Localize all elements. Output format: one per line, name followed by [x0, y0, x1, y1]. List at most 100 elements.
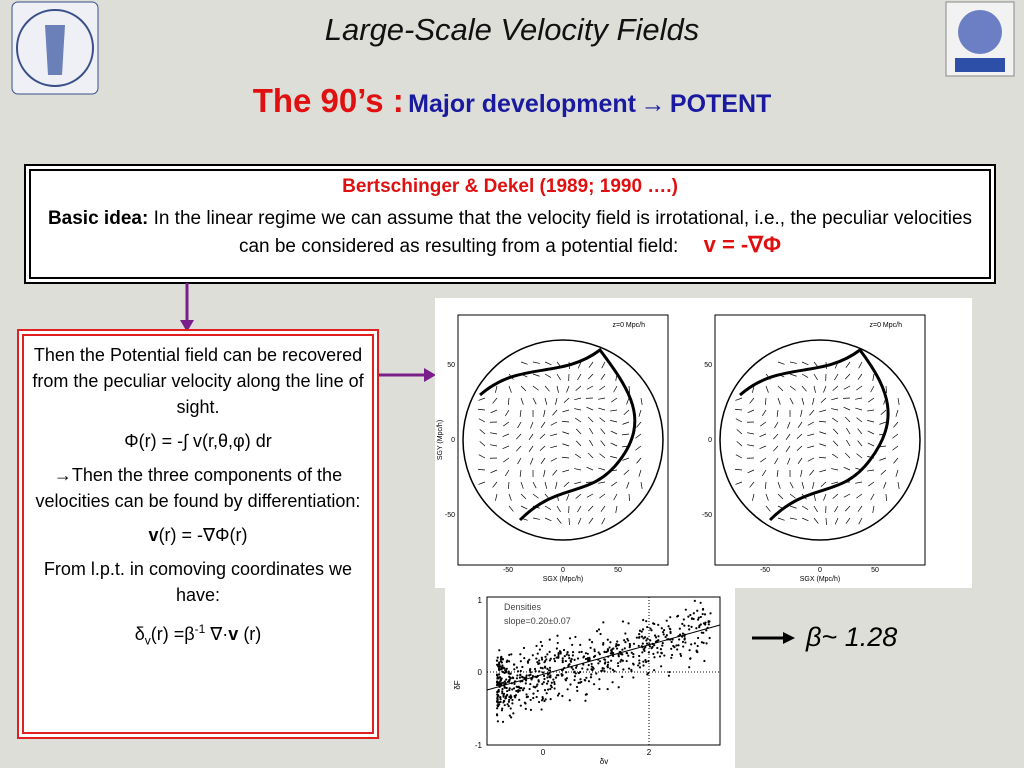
dot — [593, 650, 596, 653]
idea-box — [24, 164, 996, 284]
dot — [510, 653, 513, 656]
map-xlabel: SGX (Mpc/h) — [800, 576, 840, 583]
dot — [508, 698, 511, 701]
dot — [541, 667, 544, 670]
vector — [539, 445, 546, 452]
dot — [548, 659, 551, 662]
vector — [855, 481, 863, 484]
dot — [659, 648, 663, 651]
vector — [812, 397, 815, 405]
vector — [831, 468, 839, 471]
vector — [752, 385, 755, 393]
vector — [834, 517, 839, 525]
dot — [498, 676, 502, 679]
paragraph: From l.p.t. in comoving coordinates we h… — [43, 559, 353, 605]
dot — [595, 672, 598, 675]
vector — [611, 481, 618, 487]
map-ytick: 0 — [708, 437, 712, 444]
scatter-ytick: 0 — [478, 668, 483, 677]
map-xtick: 0 — [561, 567, 565, 574]
dot — [543, 699, 546, 703]
dot — [510, 695, 513, 699]
vector — [785, 445, 791, 452]
scatter-xtick: 2 — [647, 748, 652, 757]
dot — [570, 666, 573, 669]
dot — [497, 688, 500, 692]
dot — [495, 659, 499, 662]
vector — [879, 445, 887, 448]
map-xtick: -50 — [760, 567, 770, 574]
dot — [616, 640, 619, 643]
dot — [584, 657, 588, 661]
dot — [701, 608, 705, 611]
formula: δv(r) =β-1 ∇·v (r) — [32, 616, 364, 654]
dot — [496, 707, 499, 710]
vector — [574, 468, 582, 471]
vector — [801, 481, 805, 489]
contour — [739, 347, 890, 522]
dot — [638, 662, 641, 665]
dot — [564, 679, 568, 682]
dot — [653, 622, 656, 626]
dot — [519, 669, 522, 673]
subtitle-end: POTENT — [669, 90, 772, 118]
vector — [575, 440, 582, 447]
f-sup: -1 — [194, 622, 206, 636]
dot — [512, 712, 515, 715]
vector — [807, 457, 815, 462]
dot — [521, 689, 525, 692]
vector — [613, 493, 618, 501]
dot — [665, 634, 668, 637]
dot — [657, 623, 660, 626]
dot — [509, 677, 512, 680]
dot — [567, 654, 570, 657]
vector — [747, 409, 755, 414]
vector — [490, 432, 498, 435]
vector — [587, 373, 594, 380]
map-ytick: 0 — [451, 437, 455, 444]
dot — [550, 681, 553, 684]
dot — [511, 698, 514, 702]
dot — [571, 654, 574, 657]
result: β~ 1.28 — [806, 622, 898, 652]
dot — [702, 622, 706, 625]
vector — [868, 481, 875, 487]
dot — [553, 660, 557, 663]
vector — [801, 493, 807, 500]
dot — [561, 694, 564, 698]
dot — [590, 668, 593, 671]
vector — [813, 385, 816, 393]
dot — [619, 660, 622, 663]
dot — [547, 680, 550, 683]
dot — [557, 652, 560, 655]
vector — [801, 361, 809, 366]
dot — [566, 651, 569, 654]
dot — [627, 622, 630, 625]
vector — [893, 421, 899, 428]
dot — [536, 683, 539, 686]
idea-body: In the linear regime we can assume that … — [153, 208, 973, 257]
arrow-head — [180, 320, 194, 332]
vector — [747, 469, 755, 474]
vector — [517, 421, 522, 429]
dot — [684, 641, 687, 644]
vector — [813, 361, 819, 368]
dot — [642, 618, 645, 622]
vector — [623, 469, 630, 475]
dot — [661, 642, 664, 645]
dot — [697, 618, 700, 621]
map-label: z=0 Mpc/h — [613, 322, 646, 329]
vector — [843, 385, 851, 390]
vector — [504, 469, 510, 477]
dot — [692, 617, 695, 621]
dot — [524, 707, 527, 710]
dot — [549, 698, 552, 701]
vector — [834, 373, 839, 381]
dot — [501, 720, 505, 723]
vector — [774, 421, 779, 429]
vector — [844, 373, 851, 380]
vector — [797, 421, 803, 428]
vector — [520, 481, 524, 489]
vector — [520, 505, 528, 510]
dot — [590, 640, 594, 644]
